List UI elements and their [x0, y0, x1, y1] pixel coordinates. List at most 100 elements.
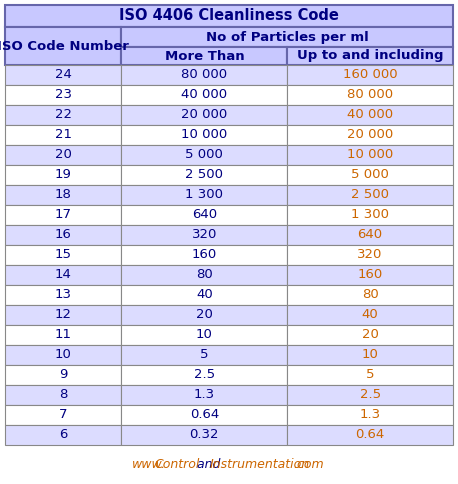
Text: 19: 19: [55, 168, 72, 182]
Text: 320: 320: [191, 228, 217, 242]
Text: 20: 20: [196, 308, 213, 321]
Text: 10 000: 10 000: [181, 128, 228, 141]
Text: 5: 5: [366, 368, 374, 381]
Bar: [121, 425, 287, 445]
Bar: [5, 105, 121, 125]
Bar: [121, 225, 287, 245]
Text: 2 500: 2 500: [185, 168, 224, 182]
Bar: [5, 265, 121, 285]
Bar: [287, 205, 453, 225]
Bar: [287, 265, 453, 285]
Bar: [121, 405, 287, 425]
Text: 16: 16: [55, 228, 72, 242]
Text: 20 000: 20 000: [347, 128, 393, 141]
Bar: [5, 27, 121, 65]
Text: 17: 17: [55, 209, 72, 222]
Bar: [5, 325, 121, 345]
Text: .com: .com: [294, 457, 324, 470]
Text: Instrumentation: Instrumentation: [210, 457, 310, 470]
Text: 320: 320: [357, 248, 383, 261]
Text: 1 300: 1 300: [185, 188, 224, 201]
Text: 10: 10: [362, 348, 379, 362]
Text: 160 000: 160 000: [343, 69, 398, 81]
Bar: [121, 245, 287, 265]
Text: 7: 7: [59, 408, 67, 422]
Text: 40: 40: [362, 308, 378, 321]
Text: No of Particles per ml: No of Particles per ml: [206, 30, 369, 44]
Text: Control: Control: [155, 457, 200, 470]
Bar: [5, 285, 121, 305]
Text: 20: 20: [55, 149, 72, 162]
Bar: [287, 345, 453, 365]
Bar: [121, 265, 287, 285]
Bar: [121, 385, 287, 405]
Text: 80 000: 80 000: [181, 69, 228, 81]
Bar: [121, 185, 287, 205]
Bar: [5, 245, 121, 265]
Bar: [5, 225, 121, 245]
Text: 640: 640: [192, 209, 217, 222]
Text: 22: 22: [55, 108, 72, 121]
Text: 10: 10: [196, 329, 213, 342]
Bar: [121, 85, 287, 105]
Bar: [5, 125, 121, 145]
Text: www.: www.: [132, 457, 166, 470]
Bar: [121, 345, 287, 365]
Text: 0.64: 0.64: [355, 428, 385, 441]
Text: ISO 4406 Cleanliness Code: ISO 4406 Cleanliness Code: [119, 9, 339, 24]
Text: 21: 21: [55, 128, 72, 141]
Bar: [287, 125, 453, 145]
Text: 13: 13: [55, 288, 72, 302]
Text: 20 000: 20 000: [181, 108, 228, 121]
Text: 0.64: 0.64: [190, 408, 219, 422]
Text: 1.3: 1.3: [194, 389, 215, 402]
Text: 160: 160: [192, 248, 217, 261]
Bar: [5, 205, 121, 225]
Bar: [287, 145, 453, 165]
Bar: [287, 285, 453, 305]
Bar: [121, 325, 287, 345]
Text: 11: 11: [55, 329, 72, 342]
Text: 23: 23: [55, 89, 72, 102]
Bar: [5, 185, 121, 205]
Bar: [5, 425, 121, 445]
Bar: [121, 205, 287, 225]
Text: 9: 9: [59, 368, 67, 381]
Bar: [5, 305, 121, 325]
Bar: [287, 425, 453, 445]
Bar: [5, 65, 121, 85]
Text: 1 300: 1 300: [351, 209, 389, 222]
Text: 14: 14: [55, 269, 72, 282]
Bar: [121, 165, 287, 185]
Bar: [121, 285, 287, 305]
Bar: [287, 105, 453, 125]
Bar: [5, 165, 121, 185]
Bar: [5, 145, 121, 165]
Bar: [287, 225, 453, 245]
Text: 40: 40: [196, 288, 213, 302]
Bar: [121, 125, 287, 145]
Bar: [287, 185, 453, 205]
Text: 18: 18: [55, 188, 72, 201]
Bar: [5, 5, 453, 27]
Text: Up to and including: Up to and including: [297, 49, 443, 62]
Text: 40 000: 40 000: [347, 108, 393, 121]
Text: More Than: More Than: [164, 49, 244, 62]
Bar: [287, 85, 453, 105]
Text: 80: 80: [362, 288, 378, 302]
Text: 1.3: 1.3: [360, 408, 381, 422]
Bar: [287, 305, 453, 325]
Text: 2.5: 2.5: [360, 389, 381, 402]
Text: 12: 12: [55, 308, 72, 321]
Bar: [287, 405, 453, 425]
Text: 10: 10: [55, 348, 72, 362]
Text: 40 000: 40 000: [181, 89, 228, 102]
Text: 160: 160: [358, 269, 383, 282]
Bar: [287, 65, 453, 85]
Text: 80: 80: [196, 269, 213, 282]
Text: 5 000: 5 000: [351, 168, 389, 182]
Text: and: and: [193, 457, 224, 470]
Bar: [5, 405, 121, 425]
Bar: [5, 345, 121, 365]
Bar: [5, 385, 121, 405]
